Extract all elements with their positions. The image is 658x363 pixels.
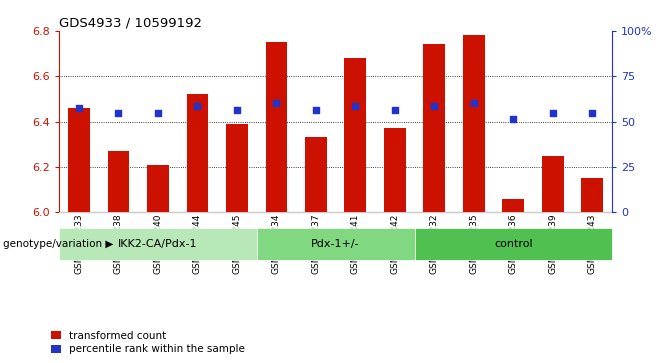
Point [350,103,361,109]
Point [153,110,163,115]
Bar [59,31,99,212]
Point [429,103,440,109]
Bar [454,31,494,212]
Bar [187,94,208,212]
Point [113,110,124,115]
Text: GDS4933 / 10599192: GDS4933 / 10599192 [59,17,202,30]
Bar [296,31,336,212]
FancyBboxPatch shape [257,228,415,260]
Bar [582,178,603,212]
Bar [108,151,129,212]
Bar [415,31,454,212]
Bar [572,31,612,212]
Bar [99,31,138,212]
Text: Pdx-1+/-: Pdx-1+/- [311,239,360,249]
Point [547,110,558,115]
Point [390,107,400,113]
Bar [384,129,405,212]
Text: control: control [494,239,532,249]
Bar [494,31,533,212]
Bar [305,138,326,212]
Bar [138,31,178,212]
Point [74,105,84,111]
FancyBboxPatch shape [59,228,257,260]
Bar [147,165,168,212]
Bar [265,42,287,212]
Text: genotype/variation ▶: genotype/variation ▶ [3,239,114,249]
Bar [542,156,563,212]
Bar [178,31,217,212]
Point [587,110,597,115]
FancyBboxPatch shape [415,228,612,260]
Text: IKK2-CA/Pdx-1: IKK2-CA/Pdx-1 [118,239,197,249]
Point [468,101,479,106]
Bar [257,31,296,212]
Point [508,117,519,122]
Point [311,107,321,113]
Bar [424,45,445,212]
Point [232,107,242,113]
Point [271,101,282,106]
Bar [226,124,247,212]
Bar [345,58,366,212]
Bar [217,31,257,212]
Point [192,103,203,109]
Bar [68,108,89,212]
Bar [533,31,572,212]
Bar [502,199,524,212]
Bar [336,31,375,212]
Bar [463,36,484,212]
Bar [375,31,415,212]
Legend: transformed count, percentile rank within the sample: transformed count, percentile rank withi… [51,331,245,354]
